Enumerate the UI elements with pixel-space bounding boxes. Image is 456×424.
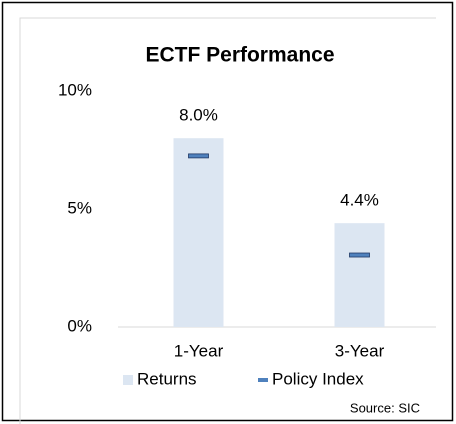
y-tick-label: 10%: [58, 80, 92, 99]
legend-label: Returns: [137, 369, 197, 388]
plot-frame: [19, 17, 436, 424]
x-tick-label: 3-Year: [335, 341, 385, 360]
policy-marker: [349, 252, 370, 258]
y-tick-label: 5%: [67, 198, 92, 217]
y-tick-label: 0%: [67, 316, 92, 335]
source-note: Source: SIC: [350, 400, 420, 415]
policy-marker: [188, 153, 209, 159]
x-tick-label: 1-Year: [174, 341, 224, 360]
value-label: 8.0%: [179, 106, 218, 125]
legend-label: Policy Index: [272, 369, 364, 388]
bar: [334, 223, 385, 327]
bar: [173, 138, 224, 327]
value-label: 4.4%: [340, 191, 379, 210]
chart-title: ECTF Performance: [145, 44, 334, 67]
legend-swatch: [123, 375, 133, 385]
legend-swatch: [258, 378, 268, 382]
